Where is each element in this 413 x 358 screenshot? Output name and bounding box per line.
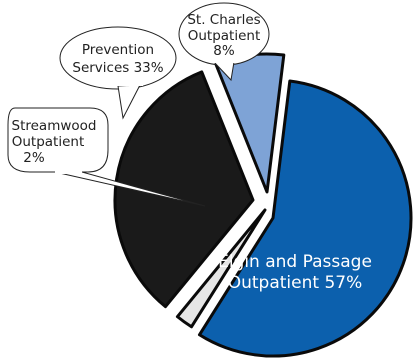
- pie-slice-streamwood-outpatient: [175, 208, 267, 329]
- callout-streamwood-line2: Outpatient: [12, 134, 85, 150]
- slice-label-elgin-line1: Elgin and Passage: [218, 252, 372, 272]
- callout-prevention-line2: Services 33%: [72, 60, 163, 76]
- callout-streamwood: Streamwood Outpatient 2%: [7, 107, 206, 207]
- callout-st-charles-line3: 8%: [213, 43, 235, 59]
- callout-st-charles: St. Charles Outpatient 8%: [178, 2, 270, 82]
- callout-st-charles-line1: St. Charles: [187, 12, 260, 28]
- pie-slice-elgin-and-passage: [197, 79, 413, 358]
- callout-prevention: Prevention Services 33%: [59, 26, 177, 120]
- callout-streamwood-line1: Streamwood: [12, 118, 97, 134]
- pie-slice-prevention-services: [113, 70, 255, 309]
- callout-prevention-line1: Prevention: [82, 42, 154, 58]
- callout-streamwood-line3: 2%: [23, 150, 45, 166]
- slice-label-elgin-line2: Outpatient 57%: [228, 273, 363, 293]
- callout-st-charles-line2: Outpatient: [188, 28, 261, 44]
